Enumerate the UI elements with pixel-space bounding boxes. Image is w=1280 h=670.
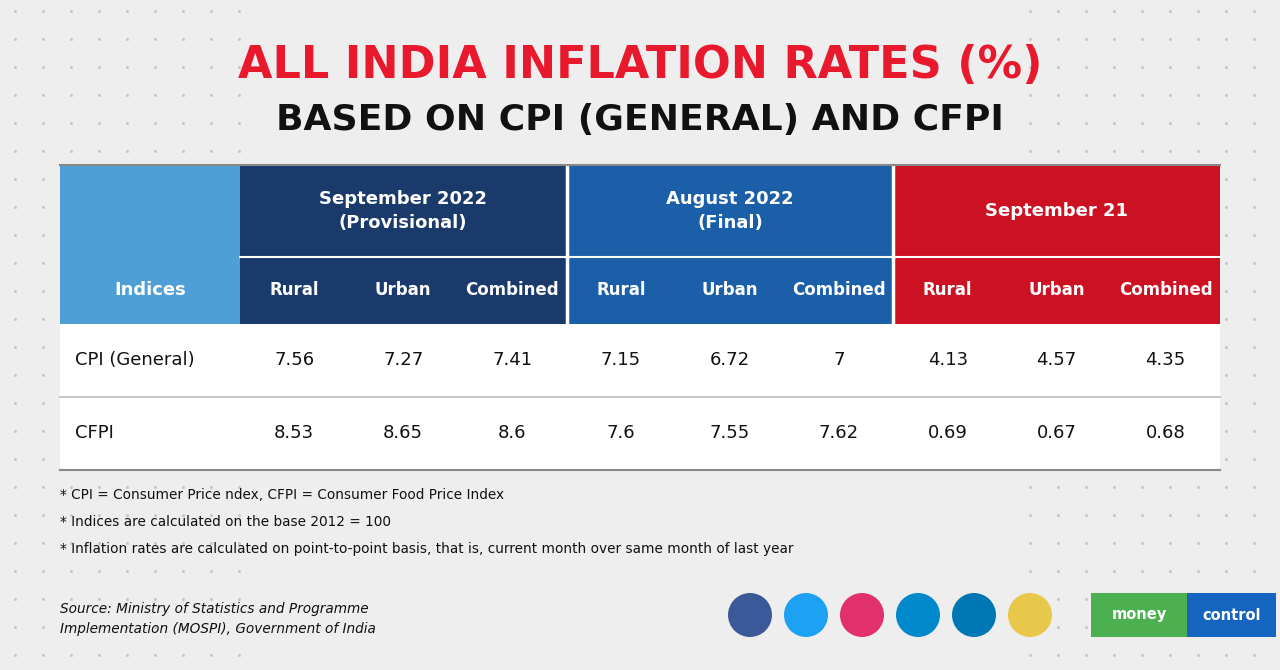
Text: 4.57: 4.57 [1037,351,1076,369]
Text: Source: Ministry of Statistics and Programme
Implementation (MOSPI), Government : Source: Ministry of Statistics and Progr… [60,602,376,636]
Text: 0.67: 0.67 [1037,424,1076,442]
Text: * Inflation rates are calculated on point-to-point basis, that is, current month: * Inflation rates are calculated on poin… [60,542,794,556]
Text: Urban: Urban [1028,281,1085,299]
Bar [1111,257,1220,324]
Bar [893,257,1002,324]
Text: BASED ON CPI (GENERAL) AND CFPI: BASED ON CPI (GENERAL) AND CFPI [276,103,1004,137]
Text: 7: 7 [833,351,845,369]
Bar [239,165,567,257]
Text: 0.69: 0.69 [928,424,968,442]
Text: Combined: Combined [465,281,559,299]
Text: CPI (General): CPI (General) [76,351,195,369]
Bar [676,257,785,324]
Text: 7.6: 7.6 [607,424,635,442]
Text: 7.62: 7.62 [819,424,859,442]
Bar [785,257,893,324]
Text: Indices: Indices [114,281,186,299]
Bar [60,324,1220,397]
Text: ALL INDIA INFLATION RATES (%): ALL INDIA INFLATION RATES (%) [238,44,1042,86]
Bar [1188,593,1276,637]
Text: control: control [1202,608,1261,622]
Text: 7.27: 7.27 [383,351,424,369]
Bar [567,165,893,257]
Text: CFPI: CFPI [76,424,114,442]
Text: 8.65: 8.65 [383,424,424,442]
Circle shape [783,593,828,637]
Text: Rural: Rural [596,281,645,299]
Text: Rural: Rural [270,281,319,299]
Text: 4.13: 4.13 [928,351,968,369]
Circle shape [952,593,996,637]
FancyBboxPatch shape [1091,593,1188,637]
Bar [348,257,458,324]
Text: Urban: Urban [375,281,431,299]
Bar [60,165,1220,470]
Text: 8.53: 8.53 [274,424,315,442]
Bar [239,257,348,324]
Bar [567,257,676,324]
Bar [60,397,1220,470]
Circle shape [896,593,940,637]
Text: August 2022
(Final): August 2022 (Final) [666,190,794,232]
Text: 7.56: 7.56 [274,351,315,369]
Text: 7.15: 7.15 [600,351,641,369]
Text: Combined: Combined [792,281,886,299]
Text: 8.6: 8.6 [498,424,526,442]
Text: 7.41: 7.41 [492,351,532,369]
Bar [1002,257,1111,324]
Text: Combined: Combined [1119,281,1212,299]
Text: 0.68: 0.68 [1146,424,1185,442]
Text: money: money [1111,608,1167,622]
Circle shape [840,593,884,637]
Text: Urban: Urban [701,281,758,299]
Text: September 21: September 21 [986,202,1128,220]
Bar [893,165,1220,257]
Text: September 2022
(Provisional): September 2022 (Provisional) [319,190,488,232]
Text: 4.35: 4.35 [1146,351,1185,369]
Bar [458,257,567,324]
Bar [60,257,239,324]
Bar [60,165,239,257]
Text: Rural: Rural [923,281,973,299]
Text: * CPI = Consumer Price ndex, CFPI = Consumer Food Price Index: * CPI = Consumer Price ndex, CFPI = Cons… [60,488,504,502]
Text: 7.55: 7.55 [710,424,750,442]
Circle shape [1009,593,1052,637]
Text: * Indices are calculated on the base 2012 = 100: * Indices are calculated on the base 201… [60,515,390,529]
Circle shape [728,593,772,637]
Text: 6.72: 6.72 [710,351,750,369]
